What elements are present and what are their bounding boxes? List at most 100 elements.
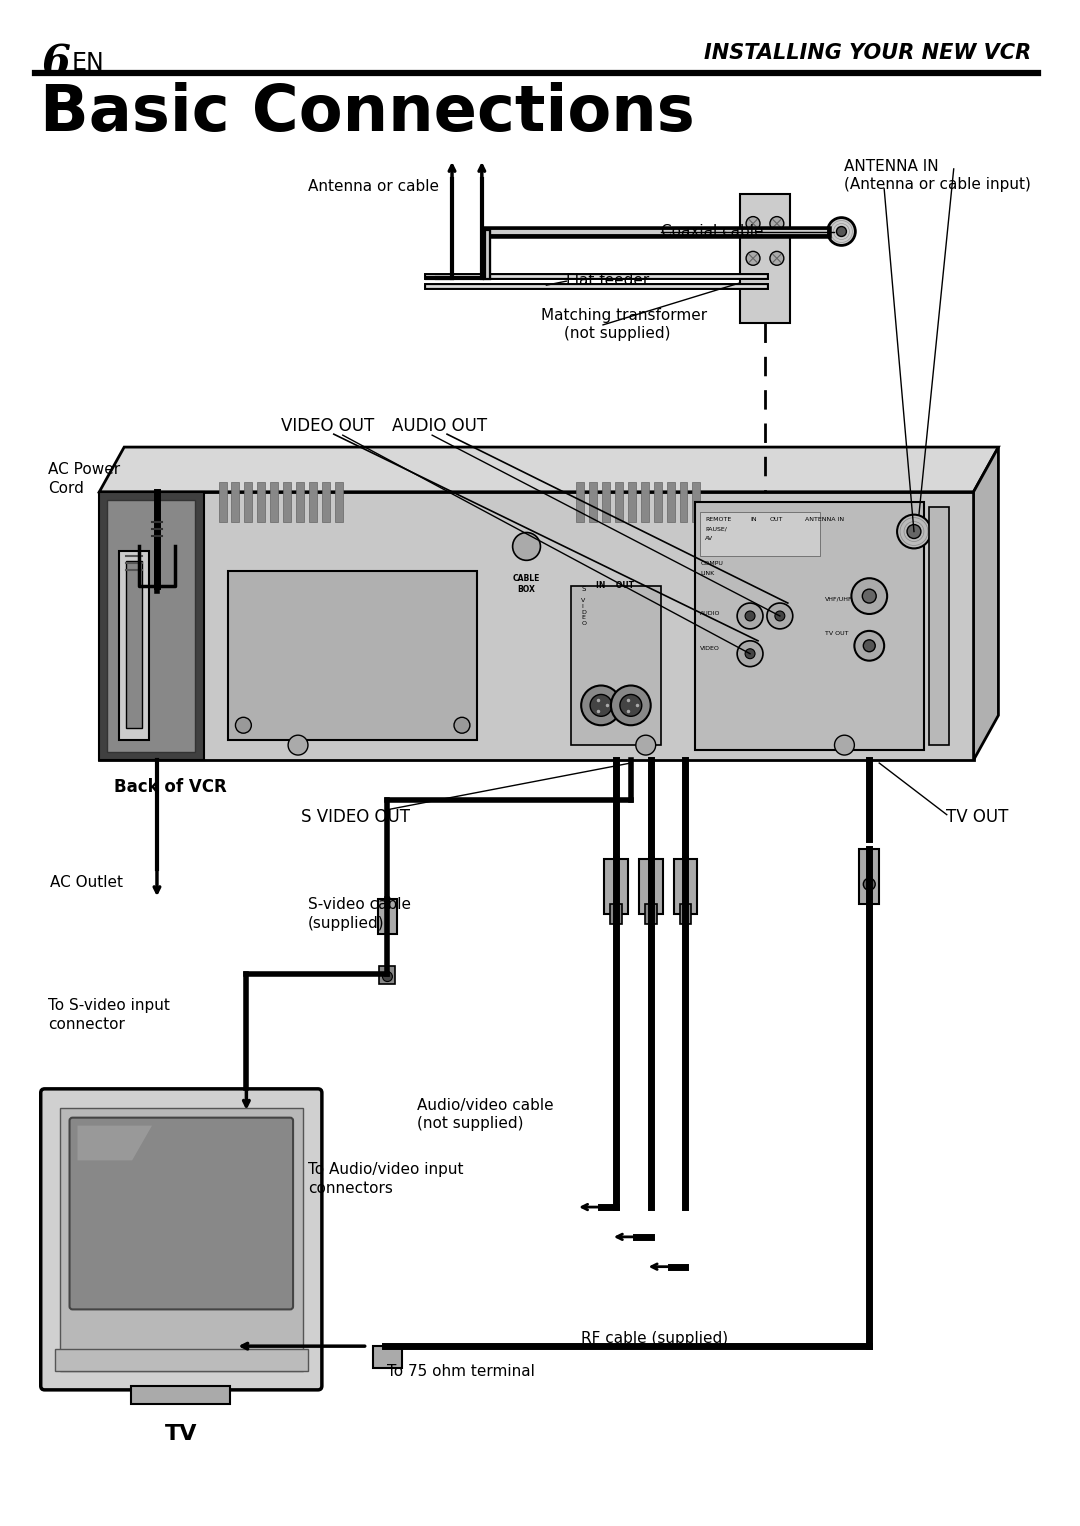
Bar [99, 491, 204, 760]
Bar [679, 482, 688, 522]
Bar [270, 482, 279, 522]
Bar [257, 482, 266, 522]
Text: VIDEO OUT: VIDEO OUT [281, 417, 375, 435]
Circle shape [851, 578, 887, 613]
Polygon shape [99, 491, 973, 760]
Text: IN    OUT: IN OUT [596, 581, 634, 591]
Polygon shape [99, 447, 998, 491]
Bar [309, 482, 316, 522]
Text: VHF/UHF: VHF/UHF [824, 597, 852, 601]
Bar [692, 482, 701, 522]
Bar [119, 551, 149, 740]
Bar [218, 482, 227, 522]
Text: AV: AV [705, 537, 714, 542]
Text: (not supplied): (not supplied) [564, 327, 671, 340]
Bar [701, 511, 820, 557]
Circle shape [835, 736, 854, 755]
Text: AC Outlet: AC Outlet [50, 876, 123, 890]
Bar [602, 482, 610, 522]
Circle shape [746, 252, 760, 266]
Bar [577, 482, 584, 522]
Circle shape [590, 694, 612, 716]
Text: ANTENNA IN: ANTENNA IN [845, 159, 939, 174]
Bar [229, 571, 477, 740]
Bar [379, 966, 395, 984]
Bar [55, 1349, 308, 1370]
Circle shape [770, 252, 784, 266]
Text: To 75 ohm terminal: To 75 ohm terminal [388, 1364, 536, 1380]
Bar [231, 482, 240, 522]
Text: TV: TV [164, 1424, 197, 1444]
Circle shape [907, 525, 921, 539]
Bar [131, 1386, 230, 1404]
Circle shape [513, 533, 540, 560]
Bar [679, 903, 691, 923]
Polygon shape [973, 447, 998, 760]
Text: Matching transformer: Matching transformer [541, 308, 707, 324]
Bar [589, 482, 597, 522]
Bar [645, 903, 657, 923]
Text: (Antenna or cable input): (Antenna or cable input) [845, 177, 1031, 192]
Bar [696, 502, 923, 751]
Text: REMOTE: REMOTE [705, 517, 731, 522]
Text: VIDEO: VIDEO [701, 645, 720, 650]
Text: INSTALLING YOUR NEW VCR: INSTALLING YOUR NEW VCR [704, 43, 1031, 63]
Bar [674, 859, 698, 914]
Text: EN: EN [71, 50, 105, 75]
Text: S-video cable
(supplied): S-video cable (supplied) [308, 897, 411, 931]
Circle shape [854, 630, 885, 661]
Text: LINK: LINK [701, 571, 715, 577]
Bar [107, 499, 194, 752]
Bar [604, 859, 627, 914]
Text: IN: IN [750, 517, 757, 522]
FancyBboxPatch shape [69, 1117, 293, 1309]
Bar [653, 482, 662, 522]
Text: RF cable (supplied): RF cable (supplied) [581, 1331, 728, 1346]
Bar [244, 482, 253, 522]
Text: OUT: OUT [770, 517, 783, 522]
Circle shape [745, 649, 755, 659]
Bar [627, 482, 636, 522]
Text: To Audio/video input
connectors: To Audio/video input connectors [308, 1163, 463, 1196]
Text: CABLE
BOX: CABLE BOX [513, 574, 540, 594]
Text: Audio/video cable
(not supplied): Audio/video cable (not supplied) [417, 1097, 554, 1131]
FancyBboxPatch shape [41, 1090, 322, 1390]
Circle shape [746, 217, 760, 230]
Text: Coaxial cable: Coaxial cable [661, 223, 764, 238]
Circle shape [767, 603, 793, 629]
Text: ANTENNA IN: ANTENNA IN [805, 517, 843, 522]
Text: To S-video input
connector: To S-video input connector [48, 998, 170, 1032]
Circle shape [235, 717, 252, 732]
Circle shape [382, 972, 392, 981]
Bar [335, 482, 342, 522]
Circle shape [827, 218, 855, 246]
Text: S: S [581, 586, 585, 592]
Circle shape [897, 514, 931, 548]
Circle shape [862, 589, 876, 603]
Bar [296, 482, 303, 522]
Text: TV OUT: TV OUT [824, 630, 848, 636]
Circle shape [837, 226, 847, 237]
Circle shape [288, 736, 308, 755]
Text: AC Power
Cord: AC Power Cord [48, 462, 120, 496]
Bar [666, 482, 675, 522]
Circle shape [454, 717, 470, 732]
Circle shape [738, 641, 762, 667]
Bar [283, 482, 292, 522]
Bar [615, 482, 623, 522]
Text: Flat feeder: Flat feeder [566, 273, 649, 288]
Text: TV OUT: TV OUT [946, 807, 1008, 826]
Bar [610, 903, 622, 923]
Bar [929, 507, 948, 745]
Circle shape [738, 603, 762, 629]
Text: Antenna or cable: Antenna or cable [308, 179, 438, 194]
Bar [860, 850, 879, 903]
Bar [378, 899, 397, 934]
Text: Basic Connections: Basic Connections [40, 82, 694, 145]
Bar [126, 562, 143, 728]
Text: COMPU: COMPU [701, 562, 724, 566]
Text: PAUSE/: PAUSE/ [705, 526, 727, 531]
Text: AUDIO OUT: AUDIO OUT [392, 417, 487, 435]
Circle shape [611, 685, 651, 725]
Text: S VIDEO OUT: S VIDEO OUT [301, 807, 410, 826]
